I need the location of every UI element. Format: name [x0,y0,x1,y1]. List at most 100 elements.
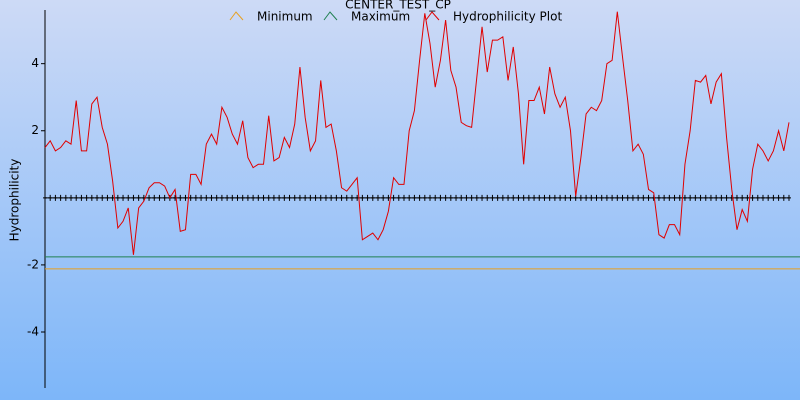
chart-title: CENTER_TEST_CP [345,0,451,12]
zero-marker [682,194,687,201]
zero-marker [542,194,547,201]
zero-marker [349,194,354,201]
zero-marker [740,194,745,201]
zero-marker [428,194,433,201]
zero-marker [344,194,349,201]
zero-marker [714,194,719,201]
zero-marker [214,194,219,201]
zero-marker [115,194,120,201]
zero-marker [121,194,126,201]
zero-marker [157,194,162,201]
zero-marker [297,194,302,201]
zero-marker [787,194,791,201]
zero-marker [188,194,193,201]
zero-marker [219,194,224,201]
zero-marker [703,194,708,201]
zero-marker [334,194,339,201]
zero-marker [745,194,750,201]
zero-marker [578,194,583,201]
zero-marker [287,194,292,201]
zero-marker [178,194,183,201]
zero-marker [719,194,724,201]
zero-marker [547,194,552,201]
zero-marker [750,194,755,201]
zero-marker [84,194,89,201]
zero-marker [89,194,94,201]
zero-marker [558,194,563,201]
y-tick-label: 2 [31,123,39,137]
zero-marker [776,194,781,201]
zero-marker [615,194,620,201]
zero-marker [323,194,328,201]
zero-marker [724,194,729,201]
zero-marker [152,194,157,201]
zero-marker [693,194,698,201]
zero-marker [396,194,401,201]
y-tick-label: 4 [31,56,39,70]
zero-marker [532,194,537,201]
zero-marker [386,194,391,201]
zero-marker [95,194,100,201]
zero-marker [464,194,469,201]
zero-marker [105,194,110,201]
zero-marker [147,194,152,201]
zero-marker [599,194,604,201]
legend-label: Minimum [257,10,313,24]
zero-marker [271,194,276,201]
zero-marker [69,194,74,201]
zero-marker [688,194,693,201]
zero-marker [584,194,589,201]
zero-marker [433,194,438,201]
legend-label: Maximum [351,10,410,24]
zero-marker [563,194,568,201]
zero-marker [360,194,365,201]
zero-marker [266,194,271,201]
zero-marker [708,194,713,201]
zero-marker [282,194,287,201]
zero-marker [625,194,630,201]
zero-marker [459,194,464,201]
zero-marker [766,194,771,201]
zero-marker [235,194,240,201]
zero-marker [760,194,765,201]
zero-marker [495,194,500,201]
zero-marker [672,194,677,201]
zero-marker [240,194,245,201]
zero-marker [277,194,282,201]
zero-marker [261,194,266,201]
zero-marker [490,194,495,201]
zero-marker [48,194,53,201]
zero-marker [568,194,573,201]
zero-marker [485,194,490,201]
zero-marker [500,194,505,201]
zero-marker [303,194,308,201]
zero-marker [641,194,646,201]
zero-marker [63,194,68,201]
zero-marker [209,194,214,201]
zero-marker [308,194,313,201]
zero-marker [734,194,739,201]
zero-marker [594,194,599,201]
zero-marker [199,194,204,201]
zero-marker [516,194,521,201]
zero-marker [136,194,141,201]
zero-marker [412,194,417,201]
zero-marker [318,194,323,201]
zero-marker [204,194,209,201]
zero-marker [391,194,396,201]
zero-marker [292,194,297,201]
zero-marker [422,194,427,201]
zero-marker [438,194,443,201]
zero-marker [521,194,526,201]
zero-marker [126,194,131,201]
data-line [44,11,790,255]
zero-marker [230,194,235,201]
zero-marker [630,194,635,201]
zero-marker [193,194,198,201]
legend-icon [323,11,338,21]
zero-marker [329,194,334,201]
zero-marker [656,194,661,201]
zero-marker [53,194,58,201]
